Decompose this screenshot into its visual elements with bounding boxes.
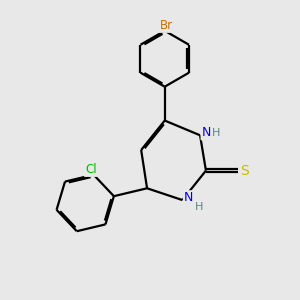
Text: N: N (184, 191, 193, 204)
Text: H: H (212, 128, 220, 138)
Text: H: H (194, 202, 203, 212)
Text: S: S (240, 164, 249, 178)
Text: N: N (202, 126, 211, 140)
Text: Cl: Cl (85, 163, 97, 176)
Text: Br: Br (160, 19, 173, 32)
